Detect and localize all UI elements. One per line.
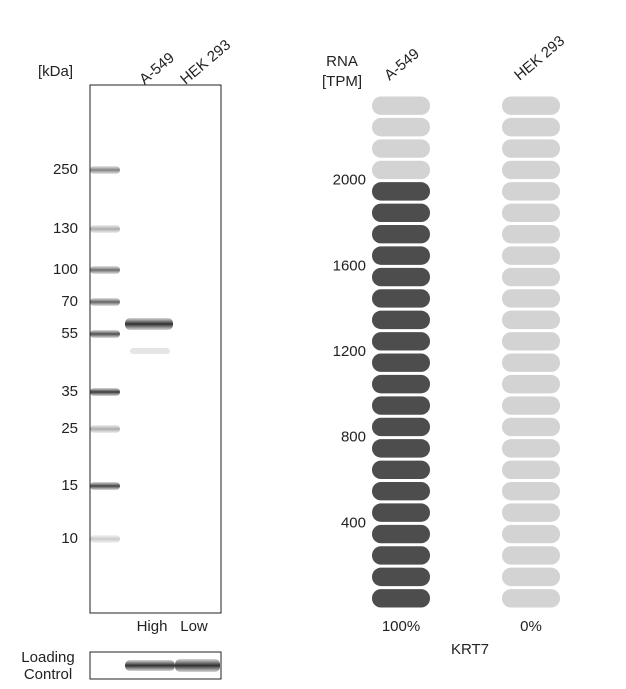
pill-empty <box>502 460 560 479</box>
pill-filled <box>372 289 430 308</box>
pill-empty <box>502 96 560 115</box>
category-label: HEK 293 <box>511 32 568 84</box>
gene-label: KRT7 <box>451 641 489 658</box>
kda-label: [kDa] <box>38 63 73 80</box>
pill-empty <box>502 289 560 308</box>
pill-filled <box>372 246 430 265</box>
ladder-band <box>90 330 120 338</box>
lane-label: HEK 293 <box>177 36 234 88</box>
y-tick-label: 800 <box>341 429 366 446</box>
ladder-band <box>90 535 120 543</box>
loading-label: Control <box>24 666 72 683</box>
pill-filled <box>372 417 430 437</box>
faint-band <box>130 348 170 354</box>
pill-filled <box>372 267 430 287</box>
pill-empty <box>502 160 560 180</box>
pill-empty <box>502 353 560 372</box>
marker-label: 35 <box>61 383 78 400</box>
pill-empty <box>502 396 560 415</box>
pill-filled <box>372 589 430 608</box>
marker-label: 25 <box>61 420 78 437</box>
marker-label: 250 <box>53 161 78 178</box>
pill-filled <box>372 225 430 244</box>
pill-filled <box>372 182 430 201</box>
pill-empty <box>502 139 560 158</box>
pill-empty <box>372 96 430 115</box>
pill-empty <box>502 503 560 522</box>
pill-filled <box>372 310 430 330</box>
pill-filled <box>372 332 430 351</box>
pill-empty <box>502 203 560 222</box>
pill-filled <box>372 353 430 372</box>
pill-filled <box>372 203 430 222</box>
pill-empty <box>502 567 560 587</box>
loading-band <box>125 660 175 671</box>
marker-label: 10 <box>61 530 78 547</box>
pill-empty <box>502 225 560 244</box>
pill-filled <box>372 396 430 415</box>
pill-filled <box>372 374 430 394</box>
category-label: A-549 <box>381 45 423 84</box>
pill-filled <box>372 546 430 565</box>
level-label: High <box>137 618 168 635</box>
pill-empty <box>372 139 430 158</box>
pill-empty <box>372 117 430 137</box>
pill-empty <box>502 417 560 437</box>
pill-empty <box>502 482 560 501</box>
pill-filled <box>372 460 430 479</box>
pill-empty <box>502 524 560 544</box>
marker-label: 15 <box>61 477 78 494</box>
pill-filled <box>372 524 430 544</box>
marker-label: 55 <box>61 325 78 342</box>
pill-empty <box>502 182 560 201</box>
loading-band <box>175 659 220 672</box>
level-label: Low <box>180 618 208 635</box>
pill-filled <box>372 482 430 501</box>
ladder-band <box>90 388 120 396</box>
y-tick-label: 1600 <box>333 257 366 274</box>
marker-label: 100 <box>53 261 78 278</box>
pill-empty <box>502 332 560 351</box>
percent-label: 100% <box>382 618 420 635</box>
ladder-band <box>90 425 120 433</box>
pill-empty <box>502 117 560 137</box>
pill-empty <box>372 160 430 180</box>
y-label: [TPM] <box>322 73 362 90</box>
pill-empty <box>502 310 560 330</box>
y-tick-label: 1200 <box>333 343 366 360</box>
pill-filled <box>372 503 430 522</box>
ladder-band <box>90 225 120 233</box>
ladder-band <box>90 166 120 174</box>
ladder-band <box>90 298 120 306</box>
y-tick-label: 2000 <box>333 172 366 189</box>
lane-label: A-549 <box>136 49 178 88</box>
percent-label: 0% <box>520 618 542 635</box>
sample-band <box>125 318 173 330</box>
ladder-band <box>90 266 120 274</box>
pill-filled <box>372 567 430 587</box>
pill-empty <box>502 246 560 265</box>
pill-empty <box>502 546 560 565</box>
y-label: RNA <box>326 53 358 70</box>
pill-empty <box>502 439 560 458</box>
pill-filled <box>372 439 430 458</box>
ladder-band <box>90 482 120 490</box>
loading-label: Loading <box>21 649 74 666</box>
marker-label: 70 <box>61 293 78 310</box>
pill-empty <box>502 374 560 394</box>
pill-empty <box>502 589 560 608</box>
y-tick-label: 400 <box>341 514 366 531</box>
pill-empty <box>502 267 560 287</box>
marker-label: 130 <box>53 220 78 237</box>
